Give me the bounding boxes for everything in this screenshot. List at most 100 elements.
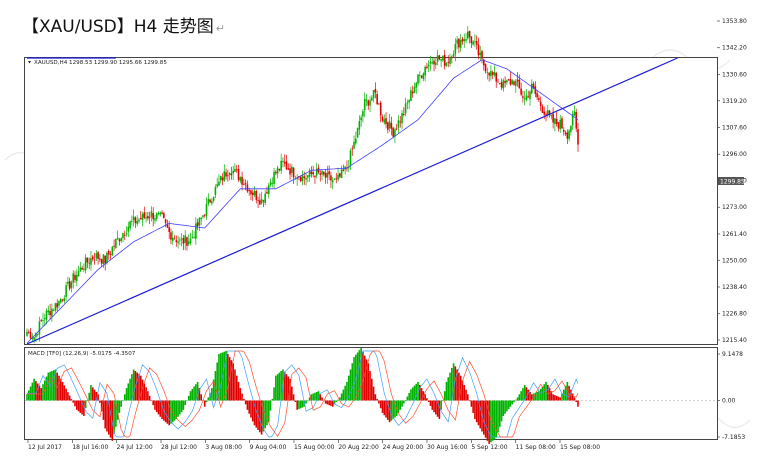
- candle-body: [433, 60, 435, 65]
- candle: [385, 112, 387, 129]
- candle: [187, 234, 190, 247]
- candle: [47, 305, 50, 315]
- macd-bar: [244, 400, 247, 405]
- candle: [148, 211, 151, 225]
- price-tick-label: 1307.60: [722, 124, 747, 131]
- candle-body: [187, 241, 190, 245]
- candle-body: [251, 192, 254, 195]
- macd-bar: [122, 400, 124, 402]
- candle-body: [555, 118, 558, 124]
- macd-bar: [431, 400, 434, 410]
- candle-body: [527, 96, 530, 98]
- macd-bar: [319, 394, 322, 401]
- candle-body: [123, 234, 126, 236]
- macd-bar: [443, 391, 446, 401]
- candle: [514, 79, 517, 93]
- candle: [479, 45, 482, 61]
- candle: [230, 166, 233, 180]
- candle: [362, 109, 364, 123]
- candle: [310, 166, 313, 178]
- candle-body: [289, 168, 291, 175]
- candle-body: [465, 38, 467, 41]
- candle: [538, 94, 540, 103]
- macd-axis: 9.1478 0.00 -7.1853: [717, 351, 745, 441]
- macd-bar: [378, 400, 380, 404]
- candle: [419, 71, 421, 83]
- candle-body: [97, 252, 99, 259]
- candle-body: [340, 169, 343, 179]
- candle-body: [491, 72, 494, 75]
- candle-body: [413, 86, 416, 93]
- candle: [458, 38, 460, 54]
- macd-bar: [195, 384, 197, 401]
- candle-body: [171, 237, 174, 241]
- macd-bar: [497, 400, 499, 433]
- candle-body: [321, 171, 323, 175]
- macd-bar: [511, 400, 514, 405]
- macd-bar: [445, 381, 448, 401]
- candle: [331, 176, 334, 190]
- macd-bar: [184, 400, 186, 406]
- candle-body: [481, 51, 483, 59]
- candle: [282, 157, 284, 168]
- candle: [387, 121, 389, 134]
- candle: [433, 57, 435, 72]
- candle-body: [136, 221, 138, 224]
- chevron-down-icon[interactable]: [28, 61, 31, 64]
- macd-bar: [289, 378, 291, 401]
- candle-body: [356, 128, 359, 138]
- candle-body: [458, 38, 460, 48]
- candle: [509, 71, 512, 86]
- candle: [79, 261, 82, 272]
- candle-body: [562, 129, 565, 132]
- candle: [33, 336, 35, 344]
- candle-body: [365, 99, 368, 101]
- macd-bar: [557, 396, 560, 401]
- candle: [365, 93, 368, 107]
- candle-body: [422, 73, 425, 79]
- macd-bar: [369, 371, 371, 401]
- candle: [189, 232, 192, 246]
- candle: [518, 74, 521, 89]
- candle: [99, 254, 101, 263]
- candle: [339, 172, 341, 179]
- macd-bar: [104, 400, 107, 429]
- candle-body: [440, 59, 442, 61]
- candle-body: [497, 81, 499, 83]
- candle-body: [115, 238, 117, 248]
- candle: [420, 75, 423, 79]
- macd-bar: [38, 385, 41, 401]
- candle-body: [93, 259, 96, 261]
- candle: [491, 70, 494, 80]
- candle: [225, 168, 227, 180]
- candle: [566, 129, 569, 145]
- candle-body: [362, 111, 364, 117]
- macd-bar: [401, 400, 403, 407]
- macd-bar: [529, 391, 531, 401]
- candle: [262, 200, 265, 208]
- candle-body: [390, 123, 393, 129]
- candle: [481, 49, 483, 64]
- macd-bar: [527, 389, 530, 401]
- price-tick-label: 1226.80: [722, 311, 747, 318]
- macd-bar: [568, 385, 570, 401]
- candle-body: [285, 161, 288, 170]
- candle-body: [443, 54, 446, 66]
- candle: [410, 86, 412, 102]
- candle: [267, 183, 270, 199]
- macd-bar: [91, 387, 94, 401]
- macd-bar: [145, 387, 147, 401]
- candle-body: [102, 254, 105, 264]
- candle: [177, 235, 179, 249]
- candle-body: [451, 56, 453, 59]
- time-tick-label: 15 Aug 00:00: [294, 444, 335, 451]
- candle-body: [116, 237, 119, 240]
- candle-body: [90, 258, 92, 265]
- candle-body: [573, 111, 576, 116]
- macd-bar: [575, 400, 578, 403]
- macd-bar: [495, 400, 498, 438]
- candle-body: [152, 213, 154, 220]
- candle-body: [45, 310, 48, 320]
- candle-body: [267, 185, 270, 194]
- candle-body: [35, 332, 37, 338]
